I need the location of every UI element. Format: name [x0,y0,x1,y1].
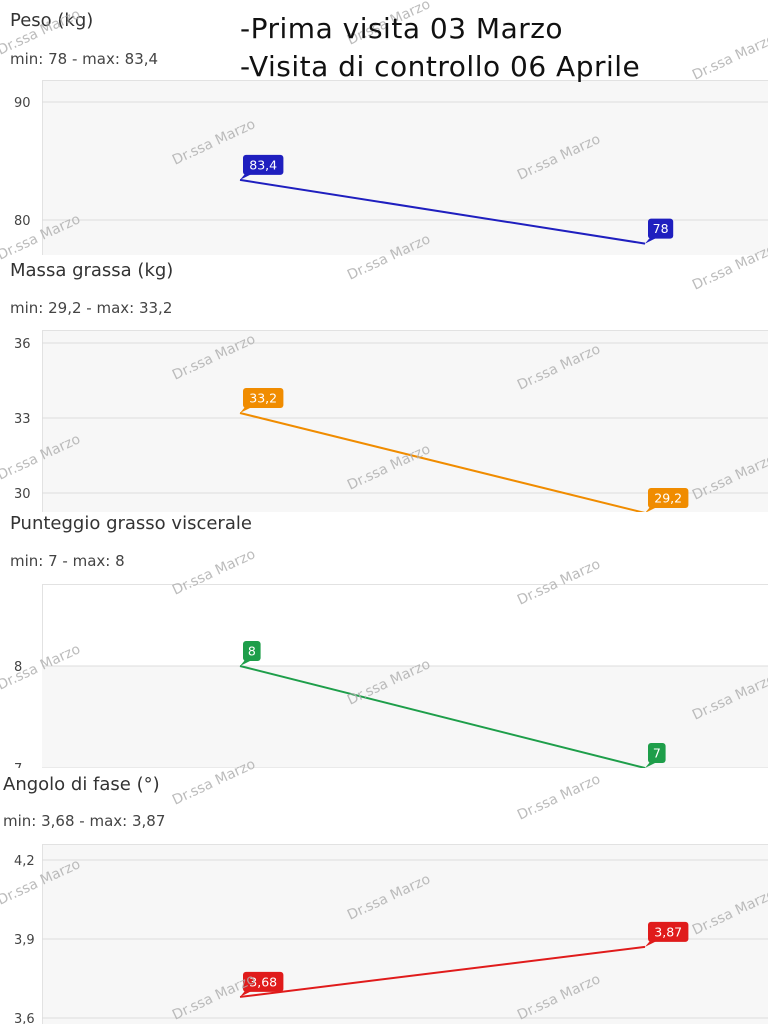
data-label: 29,2 [645,488,689,512]
chart-svg-massa-grassa: 30 33 36 33,2 29,2 [14,337,768,512]
chart-range-label: min: 7 - max: 8 [10,552,125,570]
note-control-visit: -Visita di controllo 06 Aprile [240,50,641,83]
chart-title: Massa grassa (kg) [10,260,174,281]
chart-peso: Peso (kg) min: 78 - max: 83,4 80 90 83,4 78 [0,0,768,255]
y-tick-label: 4,2 [14,854,35,869]
chart-svg-angolo-di-fase: 3,6 3,9 4,2 3,68 3,87 [14,854,768,1024]
data-label: 33,2 [240,388,284,413]
note-first-visit: -Prima visita 03 Marzo [240,12,564,45]
data-label: 3,68 [240,971,284,997]
data-label: 8 [240,641,261,666]
y-tick-label: 30 [14,487,31,502]
chart-title: Angolo di fase (°) [3,774,160,795]
data-label: 7 [645,743,666,768]
svg-text:3,68: 3,68 [249,974,277,989]
svg-text:33,2: 33,2 [249,391,277,406]
svg-text:8: 8 [248,644,256,659]
y-tick-label: 7 [14,762,22,768]
series-line [239,178,646,245]
svg-text:7: 7 [653,746,661,761]
chart-range-label: min: 29,2 - max: 33,2 [10,299,173,317]
y-tick-label: 80 [14,214,31,229]
svg-text:78: 78 [653,221,669,236]
y-tick-label: 3,9 [14,933,35,948]
series-line [239,412,646,512]
plot-area [42,330,768,512]
svg-text:29,2: 29,2 [654,491,682,506]
y-tick-label: 3,6 [14,1012,35,1024]
series-line [239,665,646,768]
chart-svg-grasso-viscerale: 7 8 8 7 [14,641,768,768]
chart-range-label: min: 3,68 - max: 3,87 [3,812,166,830]
svg-text:3,87: 3,87 [654,924,682,939]
plot-area [42,844,768,1024]
chart-angolo-di-fase: Angolo di fase (°) min: 3,68 - max: 3,87… [0,768,768,1024]
plot-band [42,666,768,768]
plot-area [42,80,768,255]
svg-text:83,4: 83,4 [249,157,277,172]
y-tick-label: 90 [14,96,31,111]
data-label: 78 [645,218,674,244]
series-line [239,945,646,998]
chart-title: Punteggio grasso viscerale [10,513,252,534]
y-tick-label: 8 [14,660,22,675]
y-tick-label: 36 [14,337,31,352]
y-tick-label: 33 [14,412,31,427]
data-label: 3,87 [645,921,689,947]
chart-grasso-viscerale: Punteggio grasso viscerale min: 7 - max:… [0,512,768,768]
chart-svg-peso: 80 90 83,4 78 [14,96,768,245]
chart-title: Peso (kg) [10,10,94,31]
chart-range-label: min: 78 - max: 83,4 [10,50,159,68]
chart-massa-grassa: Massa grassa (kg) min: 29,2 - max: 33,2 … [0,255,768,512]
data-label: 83,4 [240,154,284,180]
